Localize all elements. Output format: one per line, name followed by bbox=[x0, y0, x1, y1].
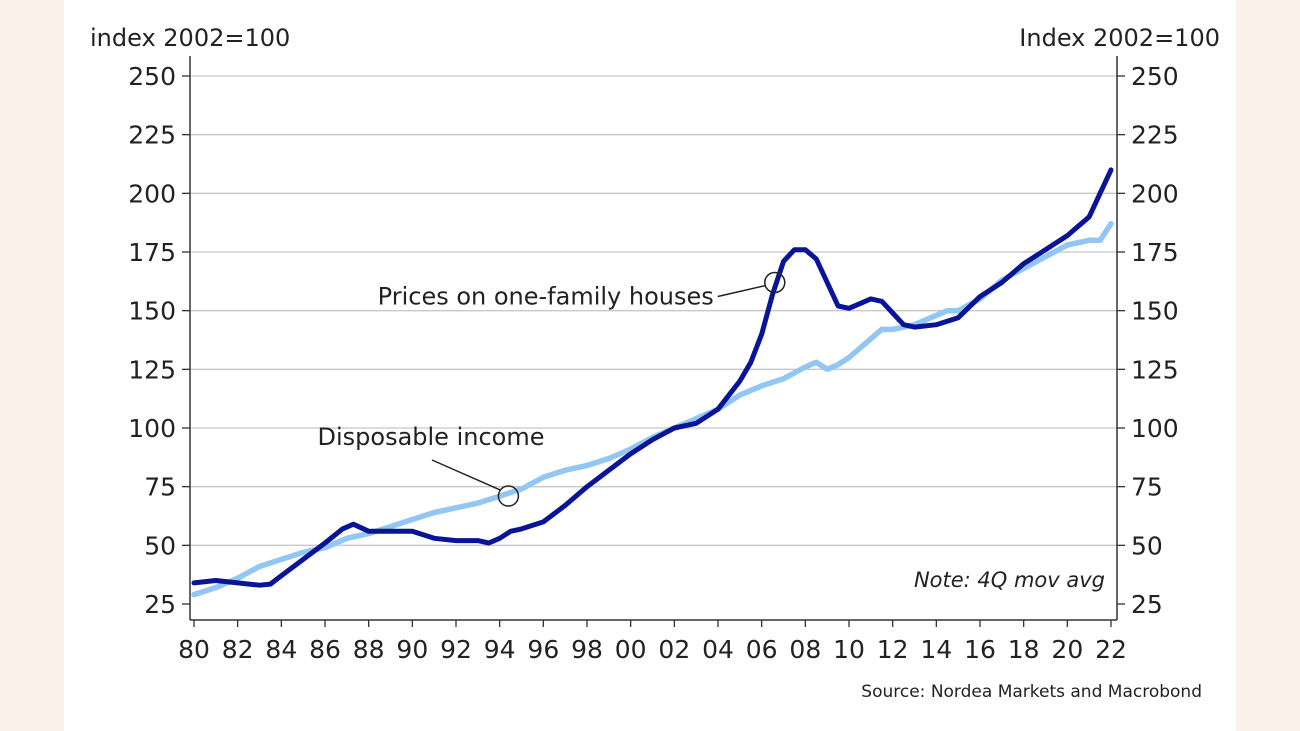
y-tick-label-right: 125 bbox=[1131, 355, 1179, 384]
y-tick-label-left: 150 bbox=[128, 297, 176, 326]
y-tick-label-right: 150 bbox=[1131, 297, 1179, 326]
x-tick-label: 12 bbox=[877, 635, 909, 664]
y-tick-label-left: 200 bbox=[128, 179, 176, 208]
x-tick-label: 98 bbox=[571, 635, 603, 664]
x-tick-label: 88 bbox=[353, 635, 385, 664]
source-label: Source: Nordea Markets and Macrobond bbox=[861, 682, 1202, 702]
left-axis-label: index 2002=100 bbox=[90, 24, 290, 52]
y-tick-label-left: 225 bbox=[128, 121, 176, 150]
y-tick-label-left: 250 bbox=[128, 62, 176, 91]
y-tick-label-right: 175 bbox=[1131, 238, 1179, 267]
x-tick-label: 90 bbox=[396, 635, 428, 664]
y-tick-label-left: 125 bbox=[128, 355, 176, 384]
y-tick-label-right: 75 bbox=[1131, 473, 1163, 502]
x-tick-label: 82 bbox=[222, 635, 254, 664]
houses-annotation-leader bbox=[717, 284, 766, 298]
x-tick-label: 10 bbox=[833, 635, 865, 664]
right-axis-label: Index 2002=100 bbox=[1019, 24, 1220, 52]
x-tick-label: 84 bbox=[265, 635, 297, 664]
y-tick-label-right: 100 bbox=[1131, 414, 1179, 443]
x-tick-label: 08 bbox=[789, 635, 821, 664]
note-label: Note: 4Q mov avg bbox=[914, 568, 1105, 592]
y-tick-label-left: 50 bbox=[144, 531, 176, 560]
x-tick-label: 18 bbox=[1008, 635, 1040, 664]
x-tick-label: 94 bbox=[484, 635, 516, 664]
y-tick-label-right: 250 bbox=[1131, 62, 1179, 91]
houses-annotation-label: Prices on one-family houses bbox=[378, 283, 714, 311]
x-tick-label: 16 bbox=[964, 635, 996, 664]
income-annotation-leader bbox=[431, 459, 501, 491]
x-tick-label: 86 bbox=[309, 635, 341, 664]
income-annotation-label: Disposable income bbox=[318, 423, 545, 451]
x-tick-label: 80 bbox=[178, 635, 210, 664]
y-tick-label-left: 100 bbox=[128, 414, 176, 443]
series-line-houses bbox=[191, 167, 1114, 588]
x-tick-label: 92 bbox=[440, 635, 472, 664]
y-tick-label-right: 25 bbox=[1131, 590, 1163, 619]
y-tick-label-left: 75 bbox=[144, 473, 176, 502]
x-tick-label: 14 bbox=[920, 635, 952, 664]
y-tick-label-left: 25 bbox=[144, 590, 176, 619]
houses-annotation-circle bbox=[764, 271, 786, 294]
x-tick-label: 06 bbox=[746, 635, 778, 664]
x-tick-label: 04 bbox=[702, 635, 734, 664]
y-tick-label-left: 175 bbox=[128, 238, 176, 267]
x-tick-label: 02 bbox=[658, 635, 690, 664]
chart-panel: 25 25 50 50 75 75 100 100 125 125 150 150 175 175 200 2… bbox=[64, 0, 1236, 731]
y-tick-label-right: 225 bbox=[1131, 121, 1179, 150]
annotations: Prices on one-family houses Disposable i… bbox=[318, 271, 1105, 592]
x-tick-label: 96 bbox=[527, 635, 559, 664]
y-tick-label-right: 200 bbox=[1131, 179, 1179, 208]
series-lines bbox=[191, 167, 1114, 598]
x-tick-label: 20 bbox=[1051, 635, 1083, 664]
x-tick-label: 22 bbox=[1095, 635, 1127, 664]
gridlines bbox=[190, 75, 1117, 546]
income-annotation-circle bbox=[497, 485, 520, 507]
y-tick-label-right: 50 bbox=[1131, 531, 1163, 560]
x-tick-label: 00 bbox=[615, 635, 647, 664]
